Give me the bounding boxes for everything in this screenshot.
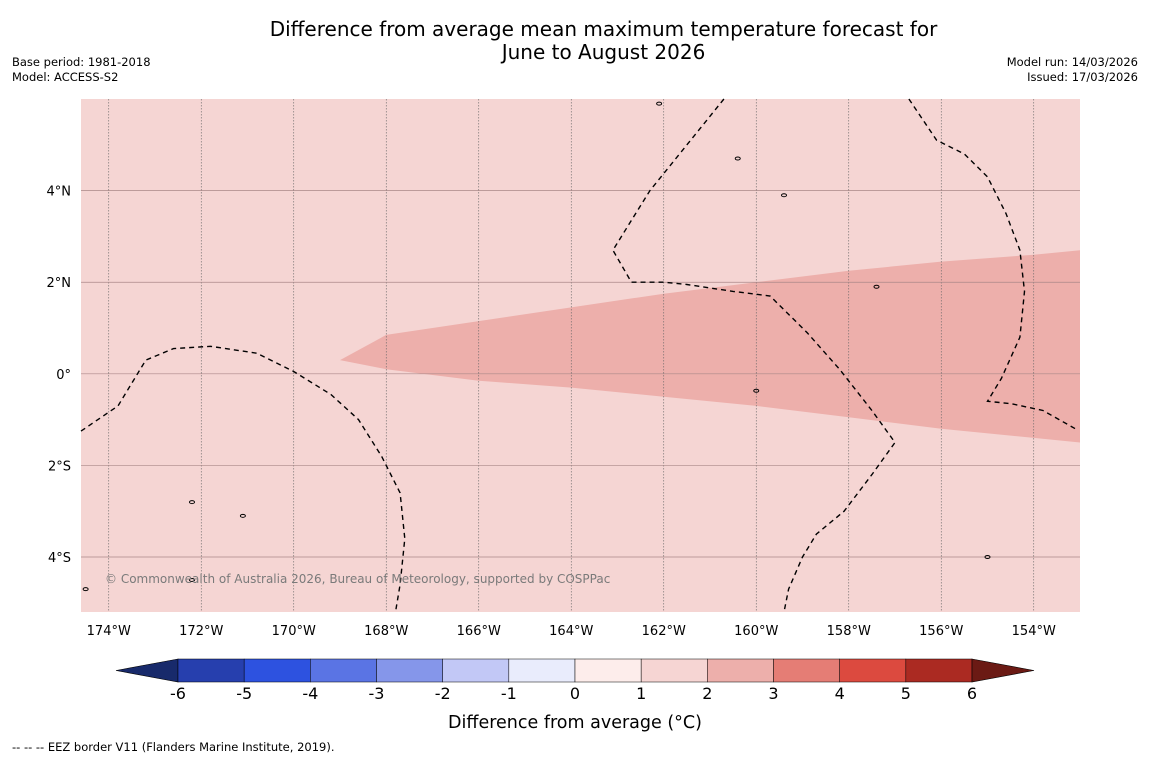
copyright-notice: © Commonwealth of Australia 2026, Bureau… [105, 572, 610, 586]
title-line-1: Difference from average mean maximum tem… [269, 17, 938, 41]
colorbar-segment [707, 658, 774, 683]
colorbar-tick-label: 6 [967, 684, 977, 703]
longitude-tick-label: 174°W [87, 624, 131, 639]
longitude-tick-label: 156°W [919, 624, 963, 639]
latitude-tick-label: 2°S [48, 459, 71, 474]
latitude-tick-label: 4°S [48, 551, 71, 566]
colorbar-tick-label: -2 [435, 684, 451, 703]
colorbar-tick-label: 3 [768, 684, 778, 703]
colorbar-segment [773, 658, 840, 683]
eez-borders [80, 98, 1076, 613]
colorbar-tick-label: -4 [302, 684, 318, 703]
colorbar-segment [640, 658, 708, 683]
chart-title: Difference from average mean maximum tem… [0, 18, 1150, 64]
colorbar-tick-label: 2 [702, 684, 712, 703]
map-plot-area: © Commonwealth of Australia 2026, Bureau… [80, 98, 1080, 613]
colorbar-tick-label: 1 [636, 684, 646, 703]
colorbar-tick-label: -1 [501, 684, 517, 703]
longitude-tick-label: 154°W [1012, 624, 1056, 639]
eez-footnote: -- -- -- EEZ border V11 (Flanders Marine… [12, 740, 335, 754]
latitude-tick-label: 2°N [47, 276, 72, 291]
eez-border-line [908, 98, 1076, 430]
island-outline [781, 193, 787, 198]
anomaly-region-2-to-3 [340, 250, 1080, 443]
colorbar-segment [839, 658, 907, 683]
map-axes: 174°W 172°W 170°W 168°W 166°W 164°W 162°W 160°W… [47, 185, 1056, 639]
colorbar-segment [310, 658, 377, 683]
longitude-tick-label: 162°W [642, 624, 686, 639]
longitude-tick-label: 158°W [827, 624, 871, 639]
colorbar-segment [376, 658, 443, 683]
colorbar-segment [442, 658, 510, 683]
colorbar-tick-label: 0 [570, 684, 580, 703]
island-outline [734, 156, 741, 161]
colorbar-segment [243, 658, 311, 683]
island-outline [873, 284, 880, 289]
longitude-tick-label: 166°W [457, 624, 501, 639]
colorbar-tick-label: 4 [835, 684, 845, 703]
colorbar-tick-label: 5 [901, 684, 911, 703]
model-name: Model: ACCESS-S2 [12, 70, 119, 84]
island-outline [82, 587, 89, 592]
meta-right: Model run: 14/03/2026 Issued: 17/03/2026 [1007, 55, 1138, 85]
colorbar-label: Difference from average (°C) [448, 713, 702, 733]
title-line-2: June to August 2026 [501, 40, 706, 64]
graticule [81, 99, 1080, 612]
latitude-tick-label: 4°N [47, 185, 72, 200]
colorbar-segment [508, 658, 576, 683]
islands [82, 101, 991, 592]
island-outline [189, 500, 195, 505]
eez-border-line [80, 345, 406, 613]
longitude-tick-label: 168°W [364, 624, 408, 639]
meta-left: Base period: 1981-2018 Model: ACCESS-S2 [12, 55, 151, 85]
eez-border-line [612, 98, 896, 613]
colorbar-low-extend [115, 658, 179, 683]
island-outline [239, 513, 246, 518]
colorbar-segment [905, 658, 973, 683]
colorbar-tick-label: -3 [369, 684, 385, 703]
longitude-tick-label: 170°W [272, 624, 316, 639]
model-run: Model run: 14/03/2026 [1006, 55, 1138, 69]
colorbar-segment [177, 658, 245, 683]
longitude-tick-label: 164°W [549, 624, 593, 639]
colorbar: -6 -5 -4 -3 -2 -1 0 1 2 3 4 5 6 [115, 658, 1035, 703]
colorbar-high-extend [971, 658, 1035, 683]
colorbar-tick-label: -5 [236, 684, 252, 703]
base-period: Base period: 1981-2018 [12, 55, 151, 69]
longitude-tick-label: 160°W [734, 624, 778, 639]
colorbar-segment [574, 658, 642, 683]
latitude-tick-label: 0° [56, 368, 71, 383]
island-outline [753, 388, 760, 393]
island-outline [984, 555, 991, 560]
island-outline [656, 101, 663, 106]
colorbar-tick-label: -6 [170, 684, 186, 703]
island-outline [189, 577, 195, 582]
longitude-tick-label: 172°W [179, 624, 223, 639]
issued-date: Issued: 17/03/2026 [1027, 70, 1138, 84]
